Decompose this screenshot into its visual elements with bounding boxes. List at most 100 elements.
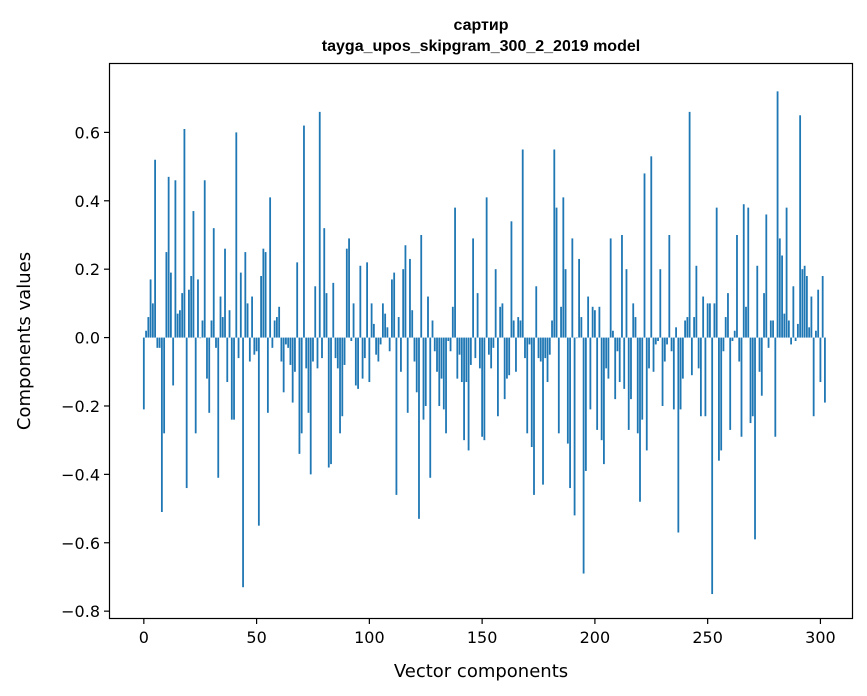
bar-245 <box>695 265 698 338</box>
bar-71 <box>303 125 305 338</box>
bar-221 <box>641 337 644 420</box>
bar-192 <box>575 337 578 339</box>
bar-4 <box>151 303 154 338</box>
bar-109 <box>388 337 391 352</box>
bar-100 <box>368 337 371 383</box>
bar-24 <box>197 279 199 338</box>
bar-243 <box>690 337 693 376</box>
y-tick-label: −0.6 <box>61 534 100 553</box>
bar-74 <box>309 337 312 475</box>
bar-214 <box>625 269 628 338</box>
bar-1 <box>145 330 147 338</box>
bar-199 <box>591 306 594 338</box>
bar-16 <box>179 310 181 338</box>
y-tick-label: −0.4 <box>61 465 100 484</box>
bar-242 <box>688 111 691 338</box>
bar-286 <box>787 320 790 338</box>
bar-49 <box>253 337 256 355</box>
bar-47 <box>248 337 251 362</box>
bar-148 <box>476 293 479 338</box>
plot-frame <box>108 62 854 620</box>
bar-196 <box>584 337 587 471</box>
bar-17 <box>181 293 184 338</box>
bar-173 <box>533 337 535 495</box>
bar-56 <box>269 197 272 338</box>
bar-7 <box>158 337 161 348</box>
bar-201 <box>596 337 599 430</box>
bar-240 <box>684 320 686 338</box>
y-tick-label: 0.4 <box>75 192 100 211</box>
bar-220 <box>639 337 641 502</box>
bar-94 <box>354 337 357 386</box>
bar-45 <box>244 252 247 338</box>
bar-292 <box>801 269 804 338</box>
bar-66 <box>291 337 294 403</box>
bar-116 <box>404 245 407 338</box>
bar-273 <box>758 337 761 372</box>
bar-275 <box>763 293 765 338</box>
bar-8 <box>160 337 163 512</box>
bar-138 <box>454 207 456 338</box>
bar-217 <box>632 303 635 338</box>
bar-195 <box>582 337 585 574</box>
bar-239 <box>681 337 684 379</box>
bar-115 <box>402 269 405 338</box>
bar-212 <box>621 234 623 338</box>
bar-142 <box>463 337 465 441</box>
bar-166 <box>517 317 520 338</box>
bar-133 <box>442 337 445 410</box>
bar-231 <box>663 337 666 362</box>
bar-6 <box>156 337 159 348</box>
bar-291 <box>799 115 802 338</box>
bar-162 <box>508 337 511 376</box>
y-tick-label: −0.2 <box>61 397 100 416</box>
bar-210 <box>616 337 619 352</box>
bar-151 <box>483 337 486 441</box>
bar-92 <box>350 337 353 341</box>
bar-170 <box>526 337 529 434</box>
bar-226 <box>652 337 655 372</box>
bar-110 <box>391 279 393 338</box>
bar-34 <box>219 296 222 338</box>
x-tick-label: 250 <box>692 628 723 647</box>
bar-252 <box>711 337 714 595</box>
bar-269 <box>749 337 752 424</box>
bar-11 <box>167 176 170 338</box>
x-axis-ticks: 0 50 100 150 200 250 300 <box>139 618 836 647</box>
bar-67 <box>294 337 296 372</box>
bar-261 <box>731 337 734 341</box>
bar-266 <box>742 204 745 338</box>
chart-title: сартир <box>454 17 509 34</box>
bar-30 <box>210 320 213 338</box>
bar-102 <box>372 323 375 338</box>
bar-158 <box>499 306 502 338</box>
bar-40 <box>233 337 235 420</box>
bar-54 <box>264 252 267 338</box>
bar-154 <box>490 337 493 369</box>
bar-101 <box>370 303 373 338</box>
bar-160 <box>503 337 506 400</box>
bar-22 <box>192 211 195 338</box>
bar-272 <box>756 265 759 338</box>
bar-72 <box>305 337 308 369</box>
bar-191 <box>573 337 576 516</box>
bar-69 <box>298 337 301 454</box>
bar-129 <box>433 337 436 352</box>
bar-140 <box>458 337 461 355</box>
bar-277 <box>767 337 770 348</box>
bar-85 <box>334 337 337 359</box>
bar-169 <box>524 337 526 359</box>
bar-132 <box>440 337 443 379</box>
bar-203 <box>600 337 603 441</box>
bar-174 <box>535 286 538 338</box>
y-tick-label: 0.0 <box>75 329 100 348</box>
bar-107 <box>384 313 387 338</box>
bar-197 <box>587 296 590 338</box>
bar-120 <box>413 337 416 362</box>
bar-248 <box>702 296 705 338</box>
bar-5 <box>154 159 156 338</box>
bar-13 <box>172 337 175 386</box>
bar-167 <box>519 320 522 338</box>
bar-186 <box>562 197 565 338</box>
bar-153 <box>487 337 490 355</box>
